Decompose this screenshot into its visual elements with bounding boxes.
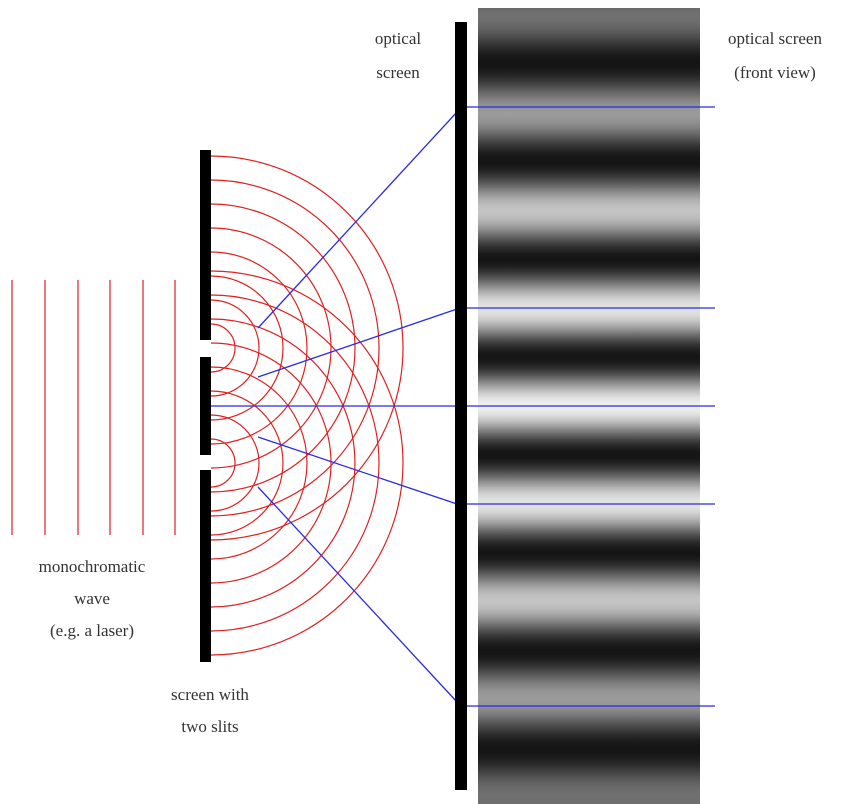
barrier bbox=[200, 470, 211, 662]
circular-wave bbox=[210, 294, 380, 632]
label: (e.g. a laser) bbox=[50, 621, 134, 640]
rays bbox=[211, 106, 715, 707]
label: (front view) bbox=[734, 63, 816, 82]
circular-wave bbox=[210, 179, 380, 517]
circular-wave bbox=[210, 203, 356, 493]
circular-wave bbox=[210, 342, 332, 584]
circular-wave bbox=[210, 438, 236, 488]
circular-wave bbox=[210, 270, 404, 656]
ray bbox=[257, 111, 458, 329]
circular-wave bbox=[210, 227, 332, 469]
circular-wave bbox=[210, 414, 260, 512]
label: screen bbox=[376, 63, 420, 82]
circular-wave bbox=[210, 390, 284, 536]
slit-screen bbox=[200, 150, 211, 662]
circular-wave bbox=[210, 275, 284, 421]
circular-wave bbox=[210, 366, 308, 560]
circular-wave bbox=[210, 251, 308, 445]
label: optical screen bbox=[728, 29, 822, 48]
label: optical bbox=[375, 29, 422, 48]
label: wave bbox=[74, 589, 110, 608]
circular-wave bbox=[210, 323, 236, 373]
optical-screen bbox=[455, 22, 467, 790]
barrier bbox=[200, 150, 211, 340]
waves bbox=[11, 155, 404, 656]
barrier bbox=[200, 357, 211, 455]
circular-wave bbox=[210, 299, 260, 397]
circular-wave bbox=[210, 318, 356, 608]
circular-wave bbox=[210, 155, 404, 541]
label: screen with bbox=[171, 685, 249, 704]
ray bbox=[257, 486, 458, 703]
ray bbox=[257, 308, 458, 378]
label: two slits bbox=[181, 717, 238, 736]
ray bbox=[257, 436, 458, 505]
label: monochromatic bbox=[39, 557, 146, 576]
